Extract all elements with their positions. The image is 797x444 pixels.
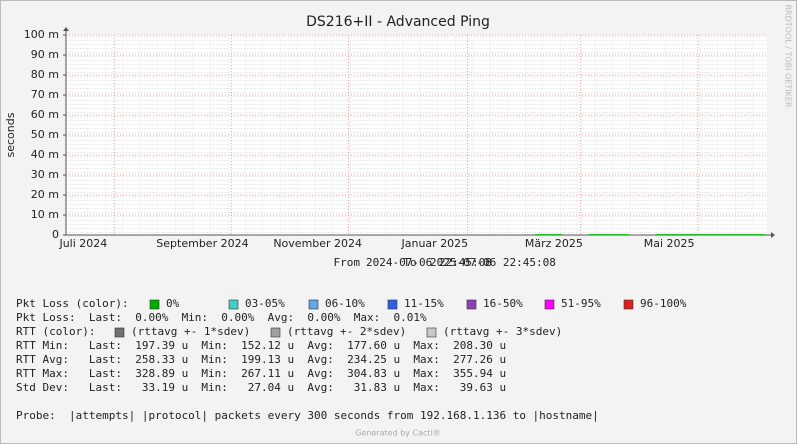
legend-label: (rttavg +- 1*sdev)	[131, 325, 250, 338]
legend-swatch	[544, 299, 555, 310]
x-tick-label: Mai 2025	[644, 237, 695, 250]
y-tick-label: 60 m	[31, 108, 59, 121]
legend-label: 96-100%	[640, 297, 687, 310]
watermark: RRDTOOL / TOBI OETIKER	[784, 4, 793, 107]
legend-label: 06-10%	[325, 297, 365, 310]
legend-swatch	[270, 327, 281, 338]
rtt-legend-label: RTT (color):	[16, 325, 95, 338]
y-tick-label: 10 m	[31, 208, 59, 221]
legend-swatch	[149, 299, 160, 310]
x-tick-label: März 2025	[525, 237, 583, 250]
legend-label: (rttavg +- 2*sdev)	[287, 325, 406, 338]
legend-label: 11-15%	[404, 297, 444, 310]
legend-swatch	[308, 299, 319, 310]
range-start: 2024-07-06 22:45:08	[366, 256, 492, 269]
legend-swatch	[387, 299, 398, 310]
legend-label: 03-05%	[245, 297, 285, 310]
stats-line: Std Dev: Last: 33.19 u Min: 27.04 u Avg:…	[16, 381, 506, 394]
legend-label: 16-50%	[483, 297, 523, 310]
legend-swatch	[114, 327, 125, 338]
legend-swatch	[466, 299, 477, 310]
range-end: 2025-07-06 22:45:08	[430, 256, 556, 269]
legend-swatch	[228, 299, 239, 310]
axis-arrow	[771, 232, 775, 238]
range-from: From	[334, 256, 361, 269]
loss-legend-label: Pkt Loss (color):	[16, 297, 129, 310]
stats-line: Pkt Loss: Last: 0.00% Min: 0.00% Avg: 0.…	[16, 311, 427, 324]
stats-line: RTT Avg: Last: 258.33 u Min: 199.13 u Av…	[16, 353, 506, 366]
y-tick-label: 100 m	[24, 28, 59, 41]
axis-arrow	[63, 27, 69, 31]
stats-line: RTT Min: Last: 197.39 u Min: 152.12 u Av…	[16, 339, 506, 352]
y-tick-label: 30 m	[31, 168, 59, 181]
x-tick-label: September 2024	[156, 237, 248, 250]
stats-line: RTT Max: Last: 328.89 u Min: 267.11 u Av…	[16, 367, 506, 380]
legend-label: (rttavg +- 3*sdev)	[443, 325, 562, 338]
legend-swatch	[426, 327, 437, 338]
x-tick-label: Januar 2025	[401, 237, 469, 250]
x-tick-label: November 2024	[273, 237, 362, 250]
x-tick-label: Juli 2024	[58, 237, 107, 250]
y-axis-label: seconds	[4, 112, 17, 157]
y-tick-label: 70 m	[31, 88, 59, 101]
range-to: To	[403, 256, 416, 269]
y-tick-label: 90 m	[31, 48, 59, 61]
legend-swatch	[623, 299, 634, 310]
legend-label: 51-95%	[561, 297, 601, 310]
footer: Generated by Cacti®	[355, 429, 441, 438]
probe: Probe: |attempts| |protocol| packets eve…	[16, 409, 599, 422]
legend-label: 0%	[166, 297, 180, 310]
chart-title: DS216+II - Advanced Ping	[306, 14, 490, 30]
y-tick-label: 20 m	[31, 188, 59, 201]
minor-grid	[66, 35, 767, 235]
y-tick-label: 0	[52, 228, 59, 241]
y-tick-label: 40 m	[31, 148, 59, 161]
y-tick-label: 80 m	[31, 68, 59, 81]
y-tick-label: 50 m	[31, 128, 59, 141]
